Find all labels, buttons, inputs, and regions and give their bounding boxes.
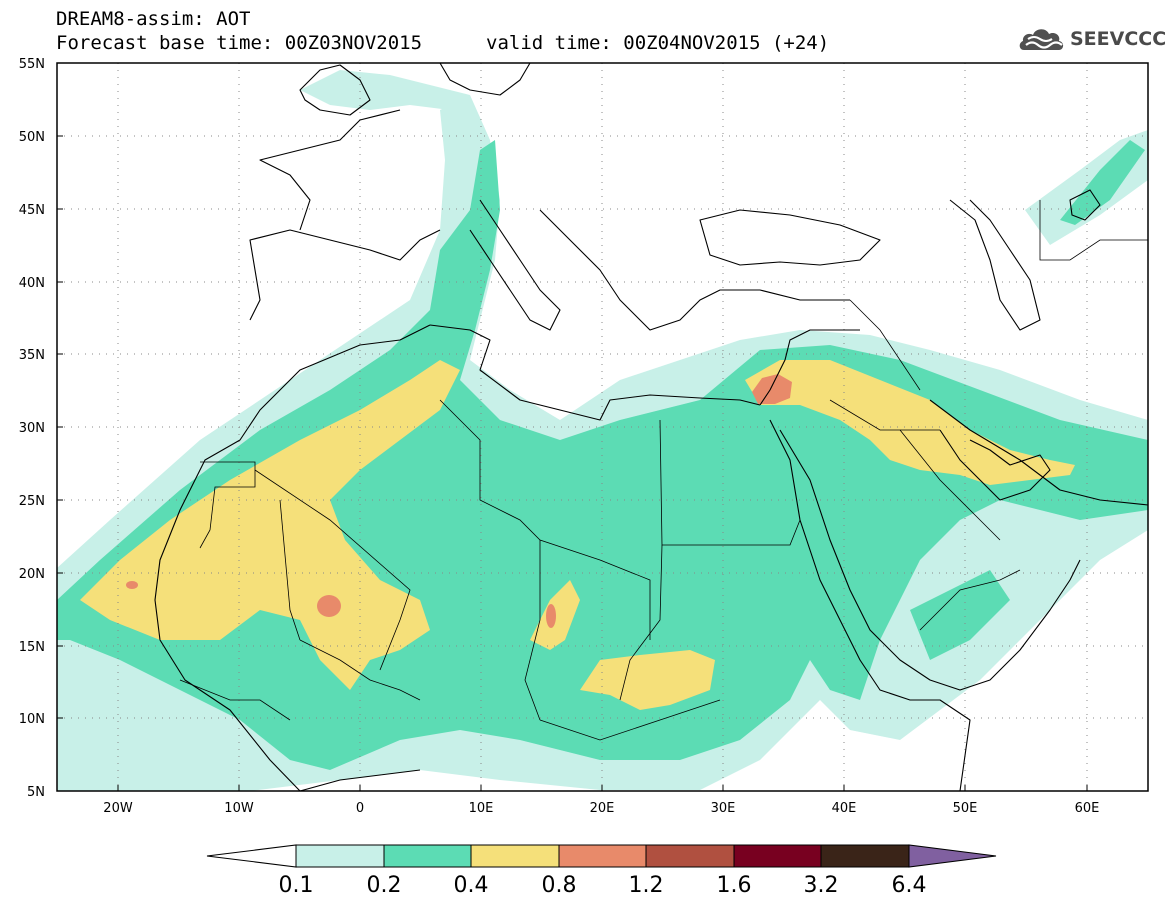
colorbar-swatch [383,844,472,868]
aot-contour-0.2-caspian [1060,140,1145,225]
aot-field [57,63,1148,791]
country-borders [179,200,1148,741]
title-line-2: Forecast base time: 00Z03NOV2015 valid ti… [56,32,829,54]
coastline-west-africa [154,324,431,791]
colorbar-label: 0.8 [542,873,577,898]
lon-labels: 20W 10W 0 10E 20E 30E 40E 50E 60E [103,801,1099,816]
colorbar-labels: 0.1 0.2 0.4 0.8 1.2 1.6 3.2 6.4 [279,873,927,898]
coastline-iberia [249,229,441,321]
colorbar-label: 0.1 [279,873,314,898]
coastline-north-africa [429,324,761,421]
colorbar-swatch [733,844,822,868]
coastline-aral [1069,189,1101,221]
lat-label: 30N [19,421,45,436]
lat-label: 55N [19,57,45,72]
lat-labels: 55N 50N 45N 40N 35N 30N 25N 20N 15N 10N … [19,57,45,800]
aot-contour-0.2-arabia [910,570,1010,660]
lon-label: 0 [356,801,364,816]
lon-label: 20W [103,801,133,816]
aot-contour-0.4-east [745,360,1075,485]
coastline-black-sea [699,209,881,266]
coastline-caspian [949,199,1041,331]
lat-label: 45N [19,203,45,218]
lat-label: 20N [19,567,45,582]
axis-ticks [57,62,1088,791]
aot-contour-0.8-maur [126,581,138,589]
coastline-scandinavia [439,63,531,96]
colorbar-swatch [820,844,910,868]
lat-label: 40N [19,276,45,291]
coastline-red-sea-east [779,429,1081,691]
lon-label: 40E [832,801,857,816]
colorbar-label: 0.2 [367,873,402,898]
colorbar-label: 0.4 [454,873,489,898]
colorbar-high-arrow [908,844,997,868]
colorbar-label: 3.2 [804,873,839,898]
lat-label: 15N [19,640,45,655]
seevccc-logo: SEEVCCC [1018,24,1165,54]
colorbar-swatch [295,844,385,868]
logo-text: SEEVCCC [1070,28,1165,50]
coastline-uk [299,64,371,116]
colorbar-low-arrow [206,844,297,868]
coastline-balkans [539,209,850,331]
lon-label: 30E [711,801,736,816]
coastline-france [259,109,401,231]
colorbar-swatch [470,844,560,868]
valid-time: valid time: 00Z04NOV2015 (+24) [486,32,830,54]
lat-label: 50N [19,130,45,145]
coastline-italy [469,199,561,331]
coastline-gulf-guinea [299,769,421,791]
coastline-red-sea-west [769,419,971,791]
colorbar-label: 1.6 [717,873,752,898]
lon-label: 10E [469,801,494,816]
cloud-icon [1019,29,1064,50]
lon-label: 10W [224,801,254,816]
title-line-1: DREAM8-assim: AOT [56,8,251,30]
coastline-persian-gulf [939,429,1051,501]
colorbar [206,844,997,868]
aot-contour-0.8-mali [317,595,341,617]
graticule [57,63,1148,791]
lon-label: 50E [953,801,978,816]
base-time: Forecast base time: 00Z03NOV2015 [56,32,423,54]
aot-contour-0.8-chad [546,604,556,628]
lat-label: 35N [19,348,45,363]
colorbar-swatch [558,844,647,868]
colorbar-label: 6.4 [892,873,927,898]
lat-label: 10N [19,712,45,727]
colorbar-swatch [645,844,735,868]
aot-contour-0.8-levant [752,374,792,404]
aot-contour-0.4-sudan [580,650,715,710]
lon-label: 20E [590,801,615,816]
coastline-iran [929,399,1148,506]
colorbar-label: 1.2 [629,873,664,898]
aot-contour-0.1-north [300,70,470,110]
lat-label: 25N [19,494,45,509]
aot-contour-0.4-west [80,360,460,690]
coastlines [154,63,1148,791]
lat-label: 5N [27,785,45,800]
coastline-levant [759,329,860,406]
lon-label: 60E [1075,801,1100,816]
